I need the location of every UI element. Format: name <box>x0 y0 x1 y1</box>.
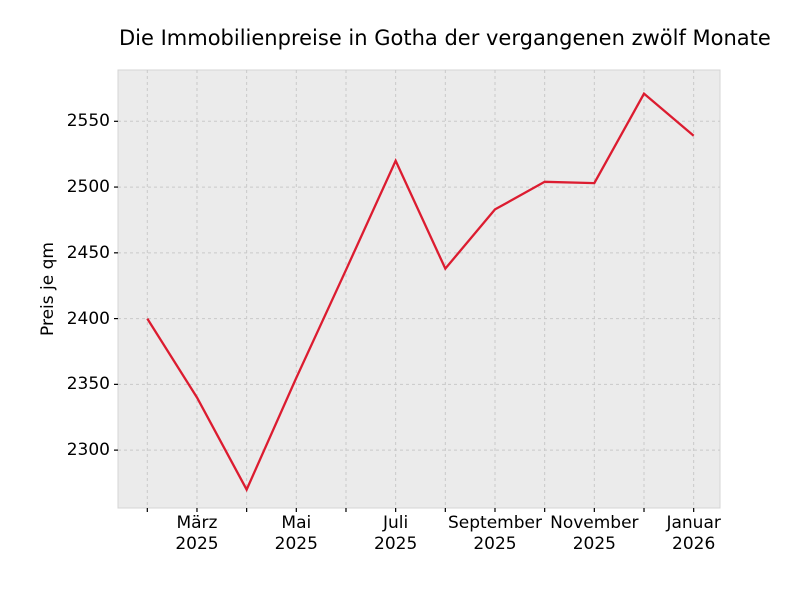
x-tick-year: 2025 <box>175 534 219 554</box>
plot-background <box>117 69 721 509</box>
x-tick-month: März <box>176 513 218 533</box>
x-tick-month: September <box>448 513 542 533</box>
x-tick-year: 2025 <box>374 534 418 554</box>
x-tick-label: September 2025 <box>430 513 560 555</box>
y-tick-label: 2350 <box>66 374 110 395</box>
x-tick-month: Januar <box>666 513 721 533</box>
x-tick-year: 2025 <box>572 534 616 554</box>
x-tick-year: 2025 <box>274 534 318 554</box>
chart-title: Die Immobilienpreise in Gotha der vergan… <box>119 26 771 50</box>
x-tick-month: Juli <box>383 513 409 533</box>
x-tick-month: Mai <box>281 513 312 533</box>
axis-tick-marks <box>114 120 695 512</box>
x-tick-year: 2026 <box>672 534 716 554</box>
y-tick-label: 2450 <box>66 242 110 263</box>
price-line <box>146 91 695 493</box>
x-tick-year: 2025 <box>473 534 517 554</box>
x-tick-month: November <box>550 513 639 533</box>
y-tick-label: 2500 <box>66 177 110 198</box>
x-tick-label: November 2025 <box>529 513 659 555</box>
x-tick-label: Mai 2025 <box>231 513 361 555</box>
x-tick-label: März 2025 <box>132 513 262 555</box>
x-tick-label: Januar 2026 <box>629 513 759 555</box>
y-tick-label: 2400 <box>66 308 110 329</box>
y-tick-label: 2300 <box>66 440 110 461</box>
x-tick-label: Juli 2025 <box>331 513 461 555</box>
y-tick-label: 2550 <box>66 111 110 132</box>
grid-lines <box>118 70 720 508</box>
